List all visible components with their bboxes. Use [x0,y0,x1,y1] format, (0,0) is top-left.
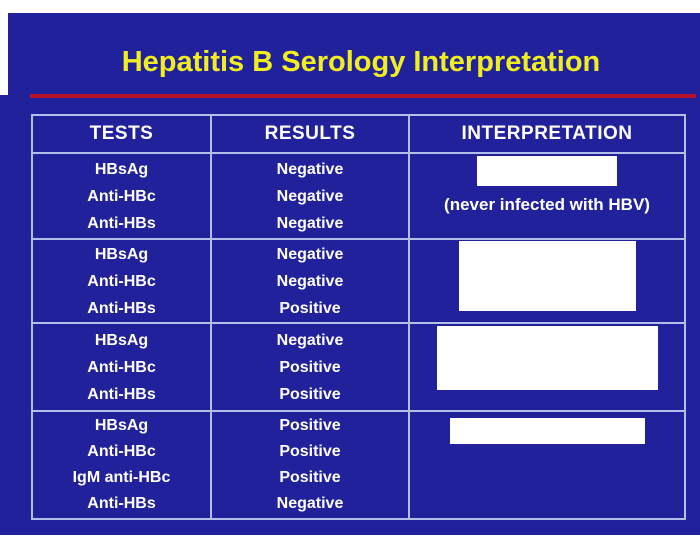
test-name: IgM anti-HBc [72,469,171,486]
test-name: Anti-HBc [87,272,156,290]
test-name: HBsAg [94,245,149,263]
result-value: Negative [276,187,344,205]
table-row-4-tests: HBsAg Anti-HBc IgM anti-HBc Anti-HBs [33,412,210,518]
result-value: Positive [279,443,341,460]
result-value: Negative [276,245,344,263]
title-underline-rule [30,94,696,98]
hidden-answer-box [449,418,645,444]
table-row-2-interpretation [410,240,684,322]
table-row-1-results: Negative Negative Negative [212,154,408,238]
column-header-interpretation: INTERPRETATION [410,116,684,152]
hidden-answer-box [436,326,658,390]
hidden-answer-box [477,156,617,186]
table-row-3-results: Negative Positive Positive [212,324,408,410]
test-name: Anti-HBs [87,385,156,403]
result-value: Positive [279,385,341,403]
test-name: Anti-HBc [87,443,156,460]
test-name: Anti-HBs [87,214,156,232]
table-row-3-tests: HBsAg Anti-HBc Anti-HBs [33,324,210,410]
column-header-results: RESULTS [212,116,408,152]
result-value: Positive [279,469,341,486]
table-row-4-interpretation [410,412,684,518]
table-row-4-results: Positive Positive Positive Negative [212,412,408,518]
hidden-answer-box [458,241,636,311]
test-name: HBsAg [94,160,149,178]
slide: Hepatitis B Serology Interpretation TEST… [0,13,700,535]
page-margin-notch [0,13,8,95]
result-value: Negative [276,331,344,349]
test-name: HBsAg [94,331,149,349]
result-value: Positive [279,358,341,376]
serology-table: TESTS RESULTS INTERPRETATION HBsAg Anti-… [31,114,686,520]
table-row-3-interpretation [410,324,684,410]
interpretation-note: (never infected with HBV) [444,195,650,214]
slide-title: Hepatitis B Serology Interpretation [121,46,601,78]
column-header-tests: TESTS [33,116,210,152]
table-row-1-tests: HBsAg Anti-HBc Anti-HBs [33,154,210,238]
test-name: Anti-HBc [87,358,156,376]
result-value: Negative [276,495,344,512]
table-row-1-interpretation: (never infected with HBV) [410,154,684,238]
result-value: Positive [279,299,341,317]
table-row-2-tests: HBsAg Anti-HBc Anti-HBs [33,240,210,322]
test-name: Anti-HBs [87,495,156,512]
result-value: Negative [276,160,344,178]
table-row-2-results: Negative Negative Positive [212,240,408,322]
result-value: Positive [279,417,341,434]
test-name: Anti-HBc [87,187,156,205]
test-name: HBsAg [94,417,149,434]
result-value: Negative [276,214,344,232]
test-name: Anti-HBs [87,299,156,317]
result-value: Negative [276,272,344,290]
